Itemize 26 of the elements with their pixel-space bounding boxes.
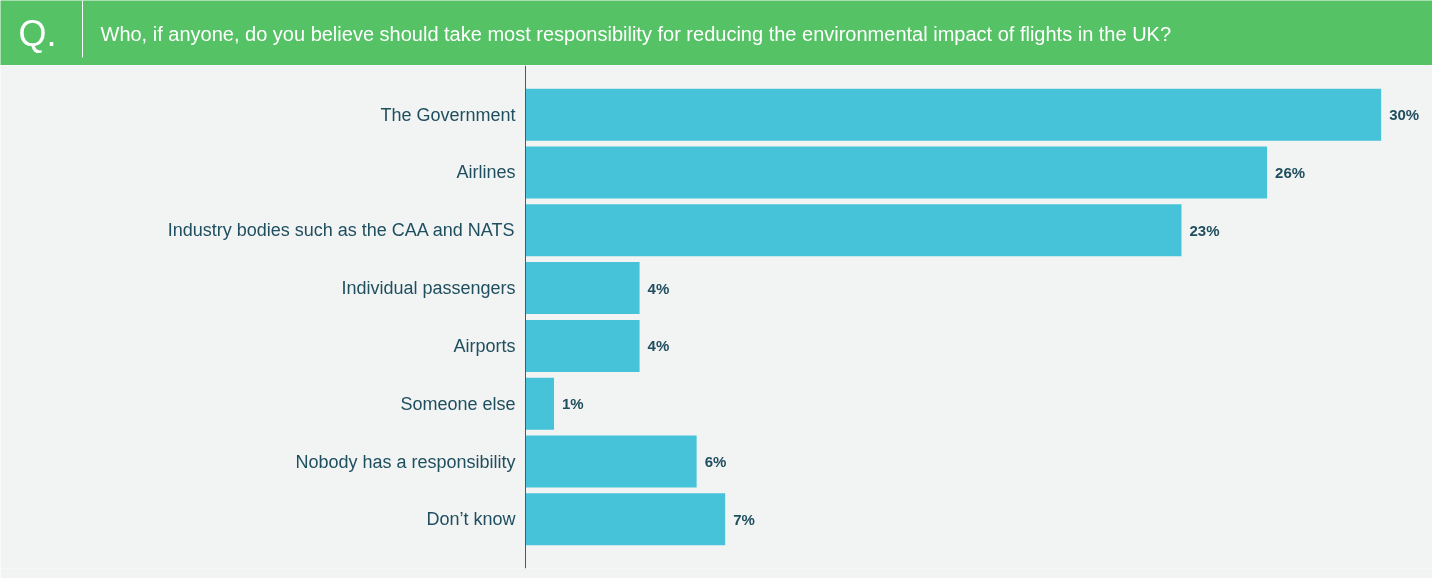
- bar: [525, 377, 555, 430]
- bar: [525, 319, 640, 372]
- y-tick-label: Don’t know: [426, 509, 517, 530]
- y-tick-label: Industry bodies such as the CAA and NATS: [167, 220, 515, 241]
- data-label: 1%: [562, 395, 584, 413]
- bar: [525, 88, 1382, 141]
- bar: [525, 204, 1182, 257]
- data-label: 26%: [1275, 163, 1306, 181]
- data-label: 4%: [647, 279, 670, 297]
- data-label: 30%: [1389, 106, 1420, 124]
- data-label: 6%: [704, 453, 727, 471]
- data-label: 4%: [647, 337, 670, 355]
- y-tick-label: Airports: [453, 335, 516, 356]
- bar: [525, 493, 726, 546]
- bar: [525, 146, 1268, 199]
- data-label: 23%: [1189, 221, 1220, 239]
- text: Q.: [18, 13, 57, 54]
- chart-title: Who, if anyone, do you believe should take most responsibility for reducing the environmental impact of flights in the UK?: [100, 22, 1172, 45]
- data-label: 7%: [733, 510, 755, 528]
- y-tick-label: The Government: [380, 104, 516, 125]
- y-tick-label: Nobody has a responsibility: [295, 451, 516, 472]
- y-tick-label: Someone else: [400, 393, 516, 414]
- y-tick-label: Airlines: [456, 162, 516, 183]
- bar: [525, 262, 640, 315]
- y-tick-label: Individual passengers: [341, 278, 516, 299]
- bar: [525, 435, 697, 488]
